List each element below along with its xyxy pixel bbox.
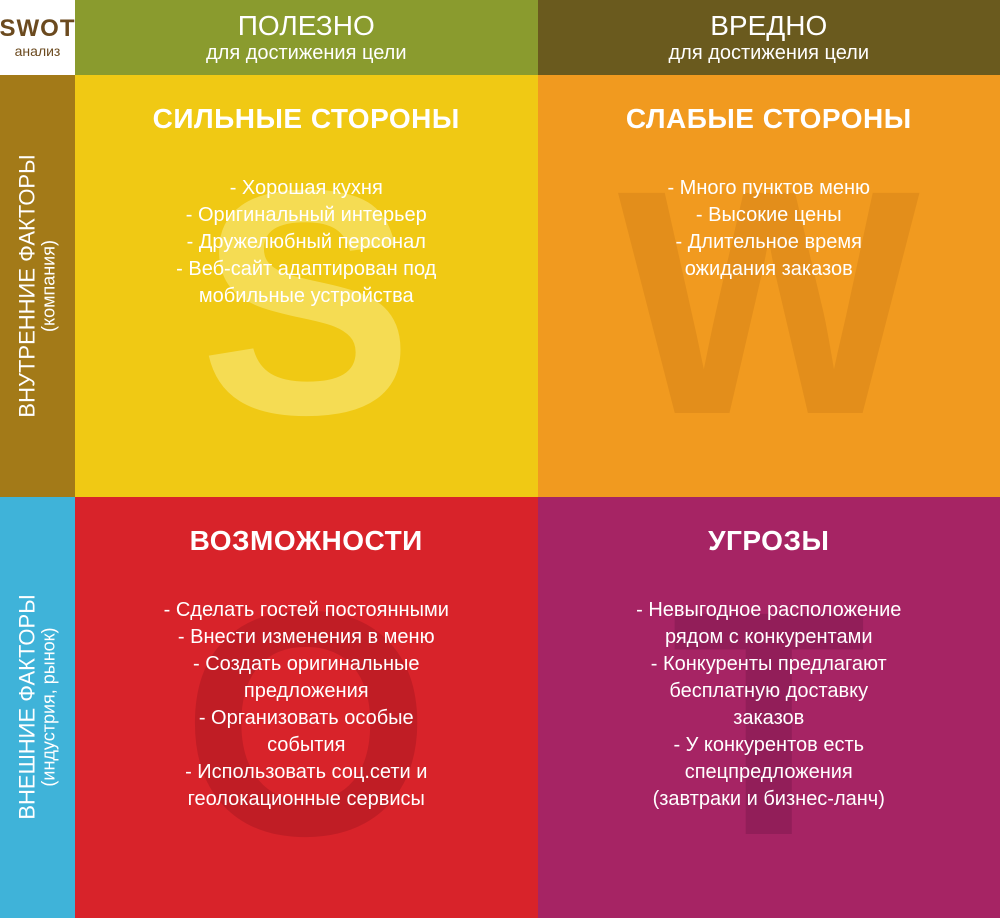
quadrant-strengths-items: - Хорошая кухня- Оригинальный интерьер- …	[176, 175, 436, 310]
row-header-internal: ВНУТРЕННИЕ ФАКТОРЫ (компания)	[0, 75, 75, 497]
list-item: - Организовать особые	[164, 705, 449, 732]
list-item: - Создать оригинальные	[164, 651, 449, 678]
quadrant-strengths-title: СИЛЬНЫЕ СТОРОНЫ	[153, 103, 460, 135]
swot-title: SWOT	[0, 17, 76, 41]
col-header-harmful-top: ВРЕДНО	[710, 11, 827, 42]
col-header-helpful-bottom: для достижения цели	[206, 42, 407, 64]
row-header-internal-top: ВНУТРЕННИЕ ФАКТОРЫ	[16, 154, 40, 417]
col-header-helpful: ПОЛЕЗНО для достижения цели	[75, 0, 538, 75]
col-header-harmful-bottom: для достижения цели	[669, 42, 870, 64]
list-item: - Внести изменения в меню	[164, 624, 449, 651]
swot-subtitle: анализ	[15, 43, 61, 59]
list-item: - Конкуренты предлагают	[636, 651, 901, 678]
quadrant-threats-items: - Невыгодное расположениерядом с конкуре…	[636, 597, 901, 813]
list-item: бесплатную доставку	[636, 678, 901, 705]
list-item: - У конкурентов есть	[636, 732, 901, 759]
list-item: - Невыгодное расположение	[636, 597, 901, 624]
list-item: - Высокие цены	[667, 202, 870, 229]
corner-cell: SWOT анализ	[0, 0, 75, 75]
quadrant-weaknesses-items: - Много пунктов меню- Высокие цены- Длит…	[667, 175, 870, 283]
list-item: спецпредложения	[636, 759, 901, 786]
quadrant-strengths: S СИЛЬНЫЕ СТОРОНЫ - Хорошая кухня- Ориги…	[75, 75, 538, 497]
row-header-internal-bottom: (компания)	[40, 154, 60, 417]
list-item: - Оригинальный интерьер	[176, 202, 436, 229]
col-header-harmful: ВРЕДНО для достижения цели	[538, 0, 1000, 75]
list-item: (завтраки и бизнес-ланч)	[636, 786, 901, 813]
list-item: - Веб-сайт адаптирован под	[176, 256, 436, 283]
quadrant-threats: T УГРОЗЫ - Невыгодное расположениерядом …	[538, 497, 1000, 918]
list-item: события	[164, 732, 449, 759]
list-item: - Хорошая кухня	[176, 175, 436, 202]
list-item: мобильные устройства	[176, 283, 436, 310]
quadrant-weaknesses-title: СЛАБЫЕ СТОРОНЫ	[626, 103, 912, 135]
list-item: рядом с конкурентами	[636, 624, 901, 651]
list-item: заказов	[636, 705, 901, 732]
col-header-helpful-top: ПОЛЕЗНО	[238, 11, 375, 42]
list-item: - Дружелюбный персонал	[176, 229, 436, 256]
quadrant-opportunities: O ВОЗМОЖНОСТИ - Сделать гостей постоянны…	[75, 497, 538, 918]
quadrant-opportunities-items: - Сделать гостей постоянными- Внести изм…	[164, 597, 449, 813]
list-item: предложения	[164, 678, 449, 705]
list-item: геолокационные сервисы	[164, 786, 449, 813]
row-header-external-bottom: (индустрия, рынок)	[40, 595, 60, 820]
swot-matrix: SWOT анализ ПОЛЕЗНО для достижения цели …	[0, 0, 1000, 918]
quadrant-opportunities-title: ВОЗМОЖНОСТИ	[190, 525, 423, 557]
row-header-external: ВНЕШНИЕ ФАКТОРЫ (индустрия, рынок)	[0, 497, 75, 918]
list-item: - Сделать гостей постоянными	[164, 597, 449, 624]
quadrant-weaknesses: W СЛАБЫЕ СТОРОНЫ - Много пунктов меню- В…	[538, 75, 1000, 497]
list-item: - Много пунктов меню	[667, 175, 870, 202]
list-item: ожидания заказов	[667, 256, 870, 283]
list-item: - Длительное время	[667, 229, 870, 256]
list-item: - Использовать соц.сети и	[164, 759, 449, 786]
row-header-external-top: ВНЕШНИЕ ФАКТОРЫ	[16, 595, 40, 820]
quadrant-threats-title: УГРОЗЫ	[708, 525, 829, 557]
